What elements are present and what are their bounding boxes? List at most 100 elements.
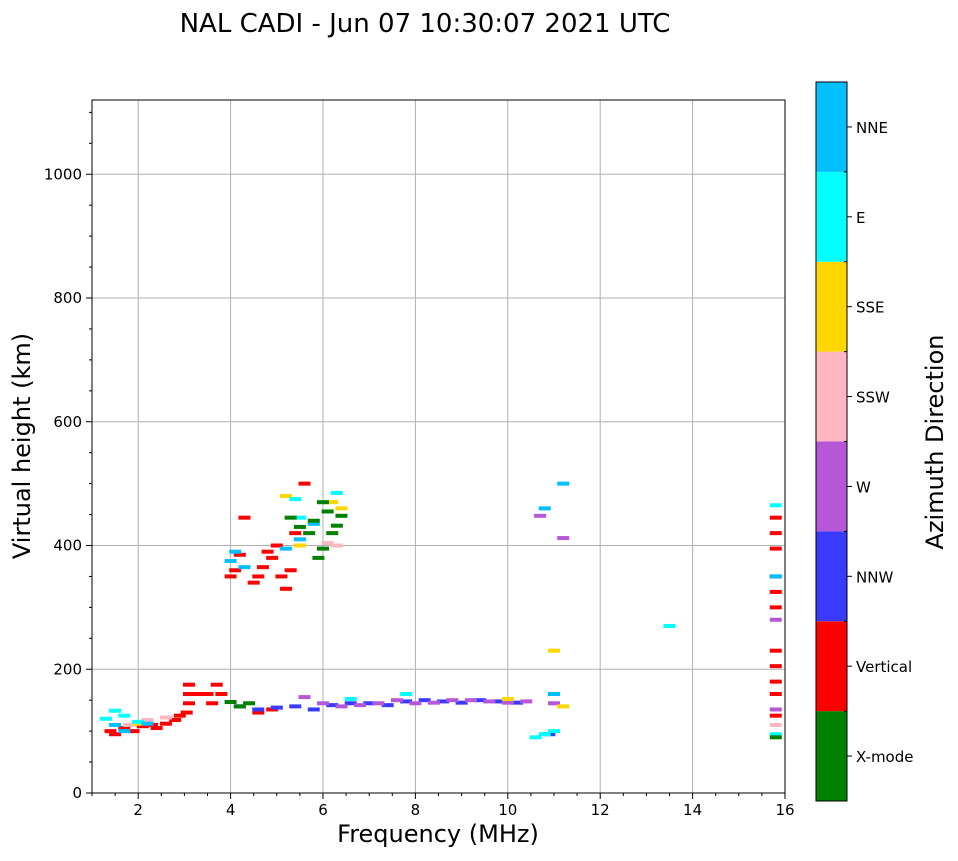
data-point	[769, 664, 782, 669]
data-point	[109, 732, 122, 737]
data-point	[150, 726, 163, 731]
y-tick-label: 600	[53, 413, 82, 431]
data-point	[238, 515, 251, 520]
x-tick-label: 4	[226, 801, 236, 819]
data-point	[483, 699, 496, 704]
data-point	[192, 692, 205, 696]
data-point	[289, 497, 302, 502]
data-point	[501, 696, 514, 701]
data-point	[769, 679, 782, 684]
colorbar-segment	[816, 711, 847, 801]
data-point	[118, 729, 131, 734]
y-tick-label: 800	[53, 289, 82, 307]
colorbar-segment	[816, 531, 847, 622]
data-point	[538, 506, 551, 511]
y-tick-label: 1000	[44, 165, 82, 183]
data-point	[418, 698, 431, 703]
data-point	[335, 506, 348, 511]
data-point	[280, 494, 293, 498]
colorbar-tick-label: W	[856, 478, 871, 496]
y-tick-label: 400	[53, 537, 82, 555]
data-point	[548, 729, 560, 734]
colorbar-segment	[816, 351, 847, 442]
data-point	[303, 531, 316, 536]
y-axis-label: Virtual height (km)	[8, 333, 36, 559]
data-point	[238, 565, 251, 570]
data-point	[769, 722, 782, 727]
data-point	[229, 549, 242, 554]
data-point	[136, 724, 149, 729]
series-sse	[132, 494, 570, 726]
x-tick-label: 6	[318, 801, 328, 819]
data-point	[335, 513, 348, 518]
data-point	[180, 710, 193, 715]
data-point	[330, 490, 343, 495]
data-point	[769, 732, 782, 737]
y-tick-label: 200	[53, 660, 82, 678]
colorbar-segment	[816, 171, 847, 262]
data-point	[275, 574, 288, 579]
data-point	[557, 704, 570, 709]
data-point	[293, 524, 306, 529]
series-vertical	[104, 481, 782, 737]
data-point	[127, 729, 140, 734]
data-point	[492, 699, 505, 704]
data-point	[326, 703, 339, 708]
data-point	[455, 700, 468, 705]
colorbar-label: Azimuth Direction	[921, 335, 949, 550]
data-point	[529, 735, 542, 740]
data-point	[344, 701, 357, 706]
data-point	[99, 716, 112, 721]
data-point	[534, 513, 547, 518]
data-point	[261, 549, 274, 554]
data-point	[224, 700, 237, 705]
data-point	[104, 729, 117, 734]
data-point	[769, 531, 782, 536]
plot-frame	[91, 99, 786, 794]
data-point	[548, 701, 560, 706]
colorbar-tick-label: Vertical	[856, 658, 912, 676]
data-point	[548, 692, 560, 696]
data-point	[284, 568, 297, 573]
data-point	[538, 732, 551, 737]
data-point	[183, 692, 196, 696]
series-nne	[109, 481, 782, 734]
data-point	[280, 586, 293, 591]
x-tick-label: 12	[591, 801, 610, 819]
colorbar-segment	[816, 82, 847, 172]
data-point	[159, 715, 172, 720]
colorbar-tick-label: SSW	[856, 389, 890, 407]
data-point	[247, 580, 260, 585]
data-point	[330, 543, 343, 548]
data-point	[183, 682, 196, 687]
data-point	[293, 543, 306, 548]
colorbar-tick-label: NNE	[856, 119, 888, 137]
data-point	[520, 699, 533, 704]
data-point	[280, 546, 293, 551]
data-point	[321, 541, 334, 546]
data-point	[233, 552, 246, 557]
data-point	[317, 546, 329, 551]
data-point	[769, 713, 782, 718]
data-point	[769, 735, 782, 740]
data-point	[427, 700, 440, 705]
data-point	[298, 695, 311, 700]
data-point	[109, 708, 122, 713]
data-point	[201, 692, 214, 696]
data-point	[312, 555, 325, 560]
colorbar-tick-label: SSE	[856, 299, 885, 317]
data-point	[159, 721, 172, 726]
x-tick-label: 16	[775, 801, 794, 819]
data-point	[109, 722, 122, 727]
data-point	[284, 515, 297, 520]
series-x-mode	[224, 500, 782, 740]
data-point	[229, 568, 242, 573]
series-e	[99, 490, 782, 740]
data-point	[307, 707, 320, 712]
x-tick-label: 2	[133, 801, 143, 819]
data-point	[118, 713, 131, 718]
data-point	[307, 518, 320, 523]
series-w	[298, 513, 782, 712]
data-point	[252, 710, 265, 715]
